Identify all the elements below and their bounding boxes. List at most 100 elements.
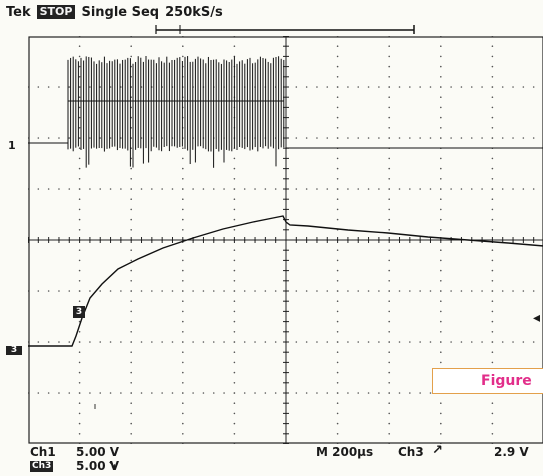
graticule-dot [440, 167, 442, 170]
graticule-dot [140, 392, 143, 394]
graticule-dot [78, 402, 81, 405]
graticule-dot [130, 269, 132, 272]
graticule-dot [182, 392, 184, 394]
graticule-dot [78, 392, 81, 394]
graticule-dot [161, 188, 163, 190]
graticule-dot [336, 290, 339, 292]
graticule-dot [491, 127, 494, 129]
graticule-dot [182, 147, 184, 149]
scope-footer: Ch1 5.00 V Ch3 5.00 V ↘ M 200µs Ch3 ↗ 2.… [0, 443, 543, 476]
graticule-dot [305, 188, 308, 190]
graticule-dot [388, 341, 391, 343]
scope-header: Tek STOP Single Seq 250kS/s [6, 2, 229, 22]
graticule-dot [130, 45, 132, 47]
graticule-dot [336, 433, 339, 435]
graticule-dot [378, 392, 380, 394]
graticule-dot [429, 137, 432, 139]
graticule-dot [388, 218, 391, 221]
graticule-dot [233, 229, 236, 231]
graticule-dot [429, 188, 432, 190]
graticule-dot [336, 361, 339, 364]
graticule-dot [388, 412, 391, 415]
graticule-dot [491, 249, 494, 251]
graticule-dot [491, 229, 494, 231]
graticule-dot [47, 341, 50, 343]
graticule-dot [429, 290, 432, 292]
graticule-dot [440, 331, 442, 333]
ch3-ground-marker[interactable]: 3 [6, 346, 22, 355]
graticule-dot [78, 300, 81, 303]
graticule-dot [182, 433, 184, 435]
graticule-dot [130, 402, 132, 405]
graticule-dot [450, 188, 452, 190]
graticule-dot [326, 188, 329, 190]
graticule-dot [99, 188, 102, 190]
graticule-dot [336, 351, 339, 354]
graticule-dot [233, 208, 236, 211]
graticule-dot [409, 341, 411, 343]
graticule-dot [130, 208, 132, 211]
graticule-dot [212, 188, 215, 190]
graticule-dot [130, 36, 132, 37]
graticule-dot [409, 188, 411, 190]
ch1-ground-marker[interactable]: 1 [8, 139, 16, 152]
graticule-dot [336, 249, 339, 251]
graticule-dot [295, 137, 298, 139]
graticule-dot [357, 341, 360, 343]
graticule-dot [233, 290, 236, 292]
graticule-dot [254, 290, 256, 292]
graticule-dot [182, 55, 184, 58]
graticule-dot [78, 167, 81, 170]
graticule-dot [243, 341, 246, 343]
graticule-dot [357, 86, 360, 88]
graticule-dot [440, 36, 442, 37]
graticule-dot [388, 178, 391, 180]
graticule-dot [532, 86, 535, 88]
waveform-display [28, 36, 543, 444]
trigger-slope-icon: ↗ [432, 443, 443, 458]
graticule-dot [336, 443, 339, 444]
graticule-dot [512, 188, 514, 190]
graticule-dot [367, 188, 370, 190]
ch1-scale: 5.00 V [76, 445, 120, 459]
graticule-dot [388, 167, 391, 170]
graticule-dot [28, 290, 29, 292]
graticule-dot [78, 86, 81, 88]
graticule-dot [120, 392, 122, 394]
graticule-dot [388, 259, 391, 262]
graticule-dot [378, 188, 380, 190]
graticule-dot [37, 86, 40, 88]
graticule-dot [398, 392, 401, 394]
graticule-dot [336, 198, 339, 200]
ch3-trace [28, 215, 543, 347]
graticule-dot [233, 178, 236, 180]
graticule-dot [140, 290, 143, 292]
graticule-dot [512, 341, 514, 343]
graticule-dot [182, 218, 184, 221]
graticule-dot [182, 310, 184, 313]
graticule-dot [460, 188, 463, 190]
graticule-dot [182, 382, 184, 384]
ch1-trace [28, 142, 543, 149]
graticule-dot [440, 76, 442, 78]
graticule-dot [491, 86, 494, 88]
graticule-dot [78, 280, 81, 282]
graticule-dot [223, 188, 225, 190]
graticule-dot [192, 392, 194, 394]
graticule-dot [182, 188, 184, 190]
graticule-dot [440, 269, 442, 272]
trigger-level-icon[interactable]: ◂ [533, 310, 541, 326]
graticule-dot [182, 249, 184, 251]
graticule-dot [388, 249, 391, 251]
graticule-dot [28, 188, 29, 190]
graticule-dot [78, 127, 81, 129]
graticule-dot [37, 341, 40, 343]
graticule-dot [501, 188, 504, 190]
graticule-dot [336, 300, 339, 303]
graticule-dot [78, 361, 81, 364]
graticule-dot [182, 259, 184, 262]
graticule-dot [388, 310, 391, 313]
graticule-dot [440, 157, 442, 160]
graticule-dot [78, 371, 81, 374]
graticule-dot [182, 443, 184, 444]
